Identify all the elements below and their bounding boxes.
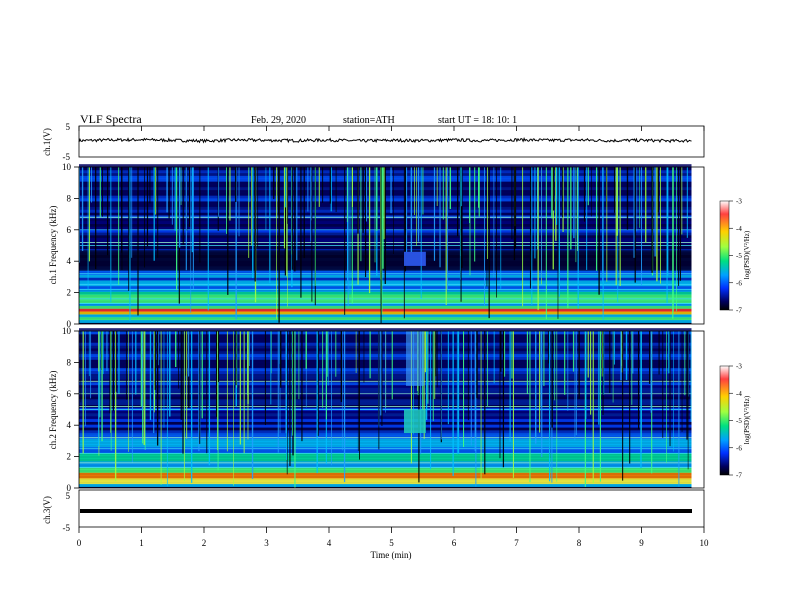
time-tick-4: 4 xyxy=(327,538,332,548)
date-label: Feb. 29, 2020 xyxy=(251,115,306,126)
spec1-freq-tick-8: 8 xyxy=(67,193,72,203)
ch1-colorbar-label: log(PSD)(V²/Hz) xyxy=(743,230,751,279)
ch1-ymin-tick: -5 xyxy=(63,152,71,162)
cb1-ticks-tick-2: -5 xyxy=(736,252,742,260)
spec2-freq-tick-4: 4 xyxy=(67,420,72,430)
spec2-freq-tick-6: 6 xyxy=(67,389,72,399)
time-tick-9: 9 xyxy=(639,538,644,548)
ch2-colorbar-label: log(PSD)(V²/Hz) xyxy=(743,395,751,444)
cb1-ticks-tick-0: -3 xyxy=(736,198,742,206)
time-axis: 0 1 2 3 4 5 6 7 8 9 10 xyxy=(77,126,709,548)
time-tick-8: 8 xyxy=(577,538,582,548)
ch1-voltage-ylabel: ch.1(V) xyxy=(42,128,52,156)
spec1-freq-tick-10: 10 xyxy=(62,162,72,172)
ch2-spectrogram-panel: 0 2 4 6 8 10 ch.2 Frequency (kHz) xyxy=(48,326,705,493)
time-tick-7: 7 xyxy=(514,538,519,548)
ch2-freq-ylabel: ch.2 Frequency (kHz) xyxy=(48,371,58,450)
figure-title: VLF Spectra xyxy=(80,112,142,126)
ch3-voltage-ylabel: ch.3(V) xyxy=(42,496,52,524)
cb1-ticks-tick-4: -7 xyxy=(736,307,742,315)
cb2-ticks-tick-0: -3 xyxy=(736,363,742,371)
ch1-freq-ylabel: ch.1 Frequency (kHz) xyxy=(48,206,58,285)
ch1-colorbar: -3 -4 -5 -6 -7 log(PSD)(V²/Hz) xyxy=(719,198,751,315)
cb2-ticks-tick-4: -7 xyxy=(736,472,742,480)
start-ut-label: start UT = 18: 10: 1 xyxy=(438,115,517,126)
ch1-waveform-line xyxy=(78,137,692,144)
time-tick-6: 6 xyxy=(452,538,457,548)
time-tick-5: 5 xyxy=(389,538,394,548)
time-tick-0: 0 xyxy=(77,538,82,548)
cb2-ticks-tick-3: -6 xyxy=(736,444,742,452)
ch3-voltage-panel: 5 -5 ch.3(V) xyxy=(42,489,705,533)
spec2-freq-tick-10: 10 xyxy=(62,326,72,336)
spec2-freq-tick-0: 0 xyxy=(67,483,72,493)
cb1-ticks-tick-3: -6 xyxy=(736,279,742,287)
spec1-freq-tick-4: 4 xyxy=(67,256,72,266)
ch2-colorbar: -3 -4 -5 -6 -7 log(PSD)(V²/Hz) xyxy=(719,363,751,480)
ch1-ymax-tick: 5 xyxy=(66,122,71,132)
time-tick-10: 10 xyxy=(700,538,710,548)
station-label: station=ATH xyxy=(343,115,395,126)
ch1-spectrogram-panel: 0 2 4 6 8 10 ch.1 Frequency (kHz) xyxy=(48,162,705,329)
spec1-freq-tick-0: 0 xyxy=(67,319,72,329)
cb2-ticks-tick-1: -4 xyxy=(736,390,742,398)
time-tick-2: 2 xyxy=(202,538,207,548)
spec2-freq-tick-2: 2 xyxy=(67,452,72,462)
time-tick-3: 3 xyxy=(264,538,269,548)
spec1-freq-tick-6: 6 xyxy=(67,225,72,235)
time-tick-1: 1 xyxy=(139,538,144,548)
ch3-ymax-tick: 5 xyxy=(66,491,71,501)
spec1-freq-tick-2: 2 xyxy=(67,288,72,298)
ch1-voltage-panel: 5 -5 ch.1(V) xyxy=(42,122,705,162)
spec2-freq-tick-8: 8 xyxy=(67,357,72,367)
cb1-ticks-tick-1: -4 xyxy=(736,225,742,233)
ch3-ymin-tick: -5 xyxy=(63,523,71,533)
cb2-ticks-tick-2: -5 xyxy=(736,417,742,425)
time-axis-label: Time (min) xyxy=(371,550,412,560)
